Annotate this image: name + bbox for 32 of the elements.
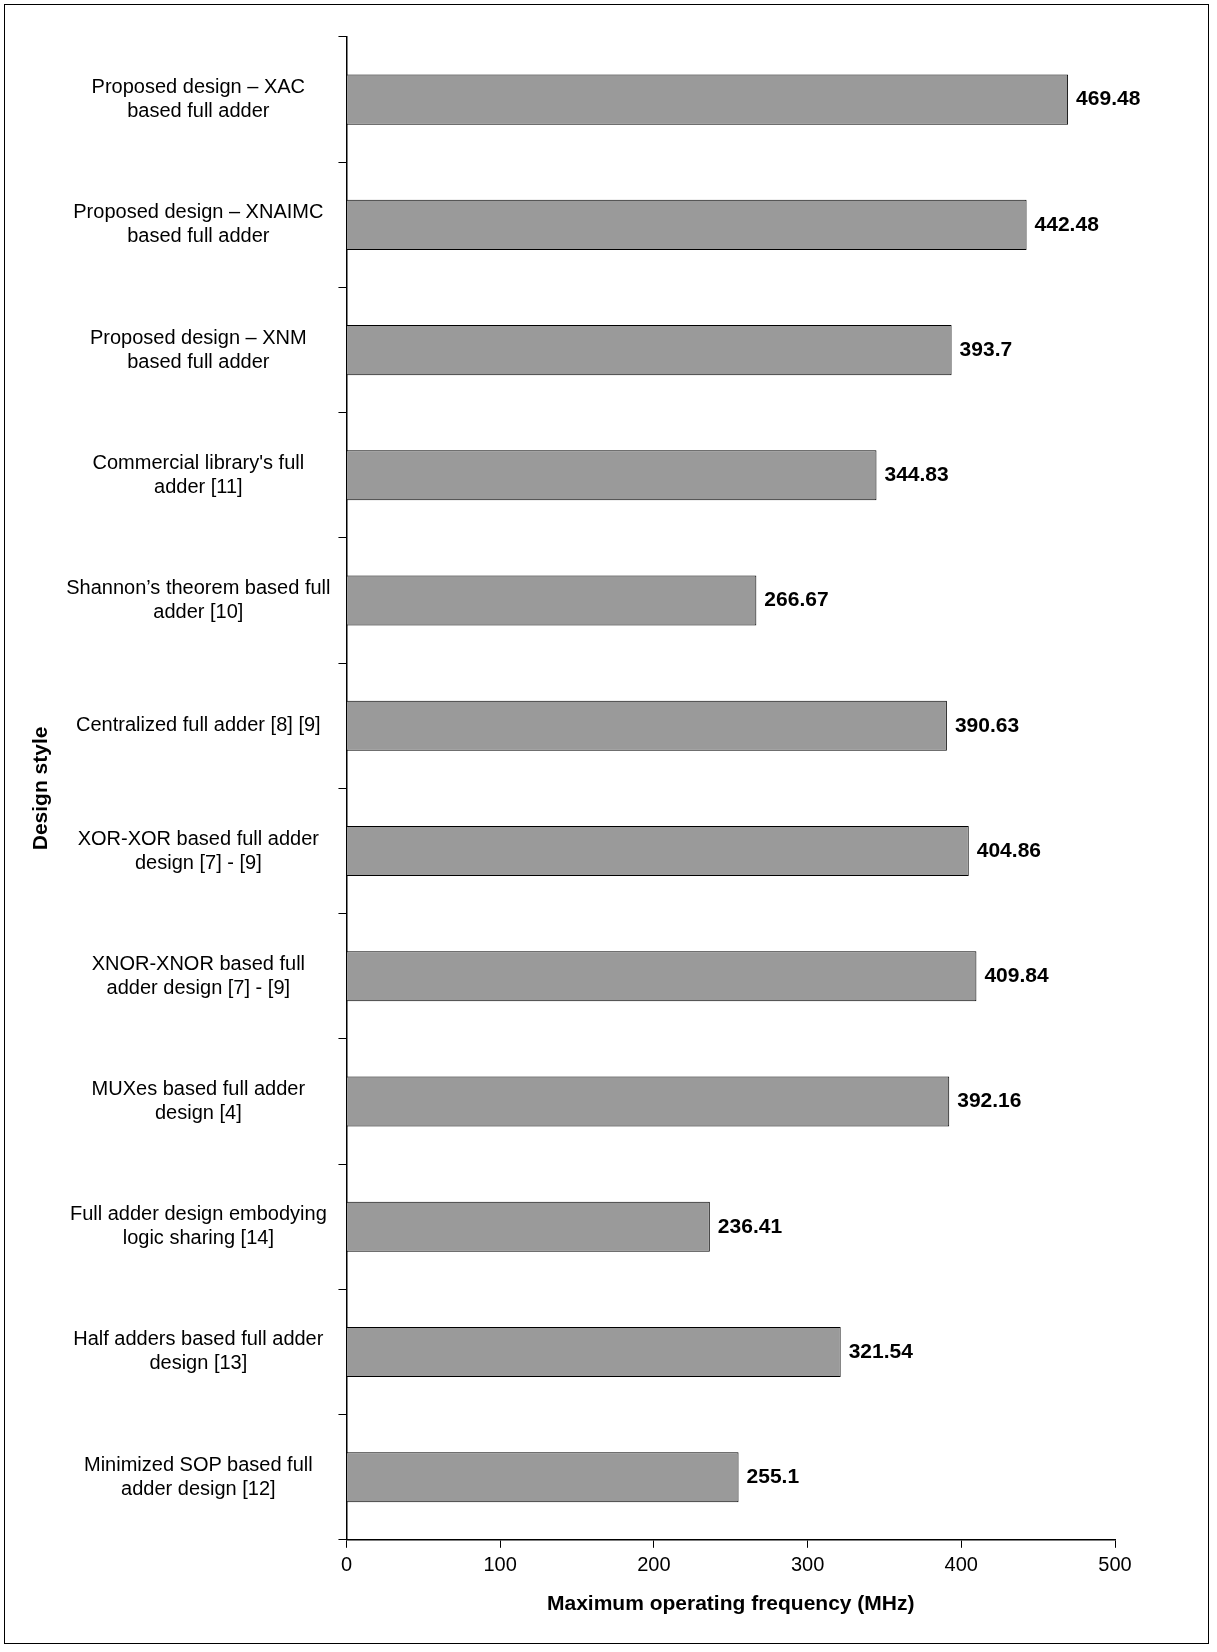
y-tick-label: Proposed design – XNAIMC based full adder [73,200,324,247]
x-tick-label: 500 [1098,1553,1132,1576]
x-tick-label: 400 [944,1553,978,1576]
x-tick-label: 0 [340,1553,353,1576]
data-label: 236.41 [717,1213,783,1237]
y-axis-title: Design style [28,726,52,851]
y-tick-label: Proposed design – XNM based full adder [89,325,307,372]
data-label: 392.16 [957,1088,1022,1112]
y-tick-label: Full adder design embodying logic sharing [14] [69,1202,327,1249]
y-tick-label: Half adders based full adder design [13] [73,1327,324,1374]
y-tick-label: Centralized full adder [8] [9] [76,713,321,736]
y-tick-label: Minimized SOP based full adder design [12] [84,1452,313,1499]
x-tick-label: 100 [483,1553,517,1576]
data-label: 469.48 [1076,86,1141,110]
y-tick-label: XOR-XOR based full adder design [7] - [9] [77,826,320,873]
data-label: 390.63 [954,712,1020,736]
x-axis-title: Maximum operating frequency (MHz) [546,1591,915,1615]
y-tick-label: Shannon’s theorem based full adder [10] [66,576,331,623]
data-label: 404.86 [976,837,1041,861]
y-tick-label: XNOR-XNOR based full adder design [7] - [9] [91,951,306,998]
data-label: 393.7 [959,336,1013,360]
data-label: 409.84 [984,963,1049,987]
y-tick-label: Commercial library's full adder [11] [92,450,305,497]
data-label: 321.54 [848,1338,914,1362]
x-tick-label: 200 [637,1553,671,1576]
y-tick-label: MUXes based full adder design [4] [91,1077,306,1123]
x-tick-label: 300 [790,1553,825,1576]
y-tick-label: Proposed design – XAC based full adder [91,75,306,122]
data-label: 344.83 [884,462,949,486]
data-label: 442.48 [1034,211,1100,235]
data-label: 266.67 [764,587,829,611]
data-label: 255.1 [746,1463,800,1487]
